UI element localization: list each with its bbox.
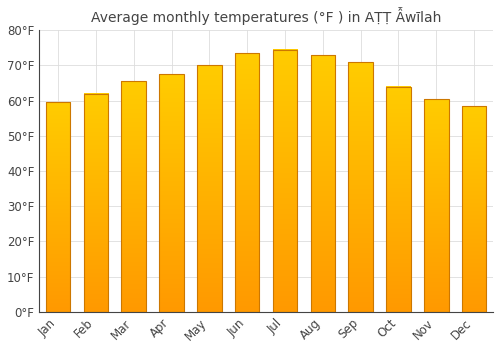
Bar [424,99,448,312]
Title: Average monthly temperatures (°F ) in AṬṬ Ẫwīlah: Average monthly temperatures (°F ) in AṬ… [91,7,442,25]
Bar [197,65,222,312]
Bar [46,102,70,312]
Bar [235,53,260,312]
Bar [272,50,297,312]
Bar [462,106,486,312]
Bar [386,86,411,312]
Bar [310,55,335,312]
Bar [348,62,373,312]
Bar [122,81,146,312]
Bar [84,93,108,312]
Bar [160,74,184,312]
